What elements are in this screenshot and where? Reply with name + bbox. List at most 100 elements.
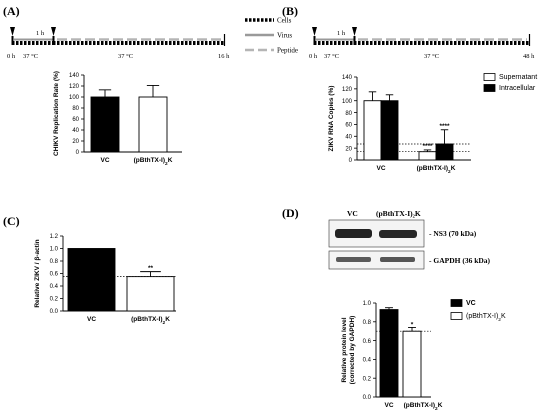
chart-b-y-tick-label: 60	[345, 123, 352, 129]
chart-c-x-tick-label: (pBthTX-I)2K	[131, 316, 170, 326]
chart-c-y-tick-label: 0.8	[50, 259, 59, 265]
timeline-b-t1: 1 h	[337, 30, 346, 37]
chart-b-legend-swatch	[483, 73, 496, 81]
chart-c-significance-label: **	[148, 265, 154, 272]
chart-a-y-axis-label: CHIKV Replication Rate (%)	[53, 71, 60, 156]
timeline-a-t1: 1 h	[36, 30, 45, 37]
chart-a-y-tick-label: 100	[69, 95, 80, 101]
chart-a-y-tick-label: 60	[72, 117, 79, 123]
blot-ns3-label: - NS3 (70 kDa)	[429, 229, 477, 238]
chart-b-legend-label: Supernatant	[499, 74, 537, 81]
chart-b-y-tick-label: 0	[349, 158, 353, 164]
timeline-a-t0: 0 h	[7, 53, 16, 60]
legend-virus-label: Virus	[277, 32, 292, 40]
chart-c-y-tick-label: 0.0	[50, 309, 59, 315]
panel-label-d: (D)	[282, 206, 299, 220]
timeline-b-arrow-0	[312, 27, 317, 36]
chart-d-y-axis-label: (corrected by GAPDH)	[349, 316, 356, 385]
western-blot: VC (pBthTX-I)₂K - NS3 (70 kDa) - GAPDH (…	[328, 209, 491, 270]
chart-b: 0 20 40 60 80 100 120 140 ZIKV RNA Copies (%) VC (…	[328, 73, 537, 175]
timeline-a-temp1: 37 °C	[23, 53, 38, 60]
chart-b-y-tick-label: 120	[342, 87, 353, 93]
blot-gapdh-band-peptide	[380, 257, 415, 262]
chart-b-y-tick-label: 40	[345, 134, 352, 140]
legend-peptide-label: Peptide	[277, 47, 298, 55]
chart-a-bar	[90, 96, 120, 153]
chart-b-legend-swatch	[483, 84, 496, 92]
timeline-b: 1 h 0 h 37 °C 37 °C 48 h	[309, 27, 535, 60]
chart-b-y-tick-label: 140	[342, 75, 353, 81]
chart-b-x-tick-label: VC	[376, 165, 385, 172]
chart-c-bar	[126, 276, 175, 312]
chart-c: 0.0 0.2 0.4 0.6 0.8 1.0 1.2 Relative ZIKV / β-a…	[34, 234, 176, 326]
chart-c-y-tick-label: 1.0	[50, 247, 59, 253]
chart-d-y-tick-label: 0.0	[363, 395, 372, 401]
chart-a: 0 20 40 60 80 100 120 140 CHIKV Replication Rate…	[53, 71, 182, 167]
chart-d-significance-label: *	[411, 321, 414, 328]
chart-a-y-tick-label: 120	[69, 84, 80, 90]
timeline-b-arrow-1	[352, 27, 357, 36]
timeline-a-tend: 16 h	[218, 53, 230, 60]
blot-gapdh-label: - GAPDH (36 kDa)	[429, 256, 491, 265]
timeline-a-arrow-0	[10, 27, 15, 36]
chart-d-y-tick-label: 0.4	[363, 358, 372, 364]
chart-d-x-tick-label: VC	[384, 402, 393, 409]
chart-d-y-tick-label: 0.6	[363, 339, 372, 345]
chart-a-y-tick-label: 80	[72, 106, 79, 112]
chart-d-y-tick-label: 0.2	[363, 376, 372, 382]
chart-d-legend-label: (pBthTX-I)2K	[466, 313, 506, 323]
timeline-b-temp1: 37 °C	[324, 53, 339, 60]
timeline-a: 1 h 0 h 37 °C 37 °C 16 h	[7, 27, 230, 60]
panel-label-c: (C)	[3, 214, 20, 228]
chart-d: 0.0 0.2 0.4 0.6 0.8 1.0 Relative protein level…	[341, 299, 506, 412]
chart-b-significance-label: ****	[422, 143, 433, 150]
chart-b-y-axis-label: ZIKV RNA Copies (%)	[328, 86, 335, 152]
chart-d-legend-swatch	[450, 312, 463, 320]
chart-b-significance-label: ****	[439, 123, 450, 130]
blot-gapdh-box	[328, 250, 425, 270]
chart-a-y-tick-label: 140	[69, 73, 80, 79]
chart-c-y-tick-label: 0.2	[50, 297, 59, 303]
timeline-a-temp2: 37 °C	[118, 53, 133, 60]
chart-c-y-axis-label: Relative ZIKV / β-actin	[34, 239, 41, 307]
chart-a-y-tick-label: 0	[76, 150, 80, 156]
chart-c-bar	[67, 248, 116, 312]
chart-d-y-tick-label: 0.8	[363, 320, 372, 326]
blot-lane-label-peptide: (pBthTX-I)₂K	[376, 209, 421, 218]
chart-c-y-tick-label: 0.6	[50, 272, 59, 278]
chart-c-x-tick-label: VC	[87, 316, 96, 323]
timeline-a-arrow-1	[51, 27, 56, 36]
timeline-b-tend: 48 h	[523, 53, 535, 60]
chart-a-y-tick-label: 20	[72, 139, 79, 145]
blot-ns3-band-peptide	[379, 230, 417, 238]
timeline-b-t0: 0 h	[309, 53, 318, 60]
chart-b-x-tick-label: (pBthTX-I)2K	[417, 165, 456, 175]
chart-b-bar	[435, 143, 454, 161]
blot-gapdh-band-vc	[336, 257, 371, 262]
chart-b-legend-label: Intracellular	[499, 85, 536, 92]
blot-lane-label-vc: VC	[347, 209, 358, 218]
chart-b-bar	[363, 100, 382, 161]
panel-label-b: (B)	[282, 4, 298, 18]
timeline-legend: Cells Virus Peptide	[245, 17, 298, 55]
chart-c-y-tick-label: 0.4	[50, 284, 59, 290]
chart-d-legend-swatch	[450, 299, 463, 307]
chart-d-legend-label: VC	[466, 300, 476, 307]
chart-d-bar	[379, 309, 399, 398]
panel-label-a: (A)	[3, 4, 20, 18]
chart-b-y-tick-label: 100	[342, 99, 353, 105]
chart-a-y-tick-label: 40	[72, 128, 79, 134]
chart-d-y-axis-label: Relative protein level	[341, 317, 348, 382]
chart-b-y-tick-label: 20	[345, 146, 352, 152]
chart-c-y-tick-label: 1.2	[50, 234, 59, 240]
chart-b-bar	[418, 151, 437, 161]
chart-b-bar	[380, 100, 399, 161]
chart-a-bar	[138, 96, 168, 153]
chart-a-x-tick-label: (pBthTX-I)2K	[134, 157, 173, 167]
chart-d-bar	[402, 330, 422, 398]
chart-d-x-tick-label: (pBthTX-I)2K	[404, 402, 443, 412]
chart-d-y-tick-label: 1.0	[363, 301, 372, 307]
timeline-b-temp2: 37 °C	[424, 53, 439, 60]
blot-ns3-band-vc	[335, 229, 372, 238]
